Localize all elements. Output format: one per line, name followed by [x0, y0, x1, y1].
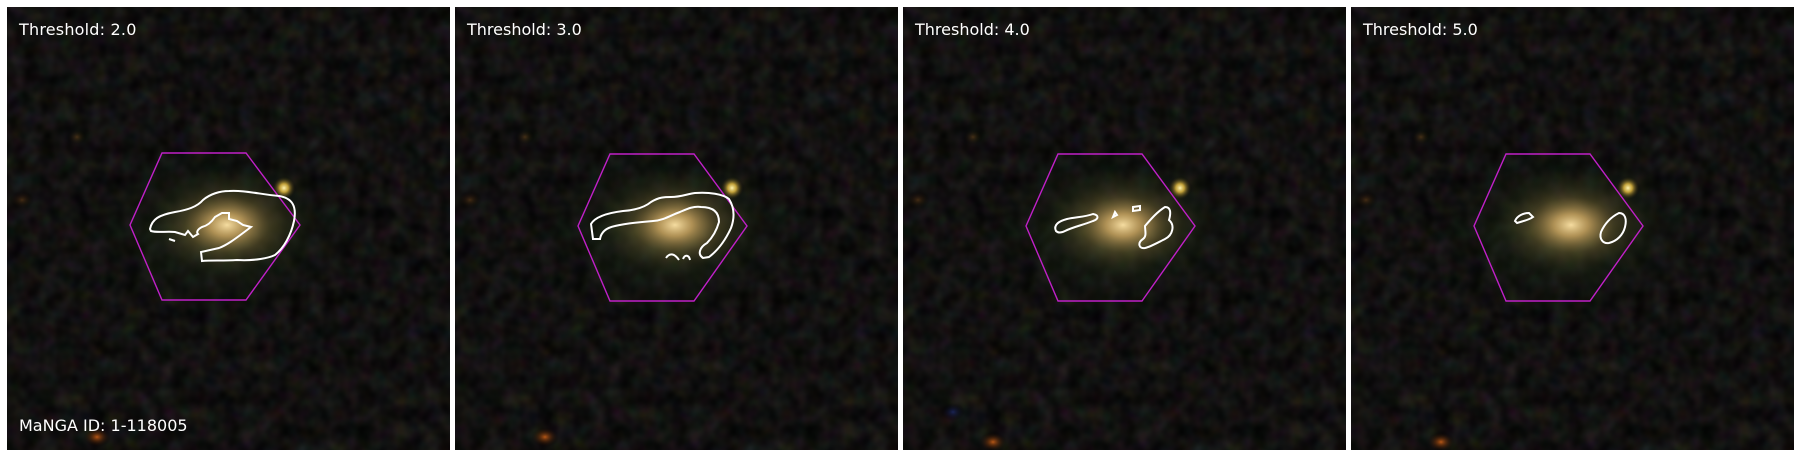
panel-title: Threshold: 5.0 [1362, 20, 1478, 39]
ifu-hexagon [577, 153, 748, 302]
contour-lines [589, 191, 735, 261]
threshold-panel-2: Threshold: 2.0 MaNGA ID: 1-118005 [7, 7, 450, 450]
ifu-hexagon [129, 152, 301, 301]
panel-title: Threshold: 2.0 [18, 20, 137, 39]
galaxy-image: Threshold: 2.0 MaNGA ID: 1-118005 [7, 7, 450, 450]
galaxy-image: Threshold: 5.0 [1351, 7, 1794, 450]
ifu-hexagon [1473, 153, 1644, 302]
manga-id-label: MaNGA ID: 1-118005 [19, 416, 188, 435]
ifu-hexagon [1025, 153, 1196, 302]
galaxy-image: Threshold: 4.0 [903, 7, 1346, 450]
galaxy-image: Threshold: 3.0 [455, 7, 898, 450]
panel-title: Threshold: 4.0 [914, 20, 1030, 39]
contour-lines [148, 189, 296, 263]
panel-title: Threshold: 3.0 [466, 20, 582, 39]
contour-lines [1513, 211, 1627, 245]
threshold-panel-3: Threshold: 3.0 [455, 7, 898, 450]
threshold-panel-5: Threshold: 5.0 [1351, 7, 1794, 450]
contour-lines [1054, 204, 1174, 250]
threshold-panel-4: Threshold: 4.0 [903, 7, 1346, 450]
